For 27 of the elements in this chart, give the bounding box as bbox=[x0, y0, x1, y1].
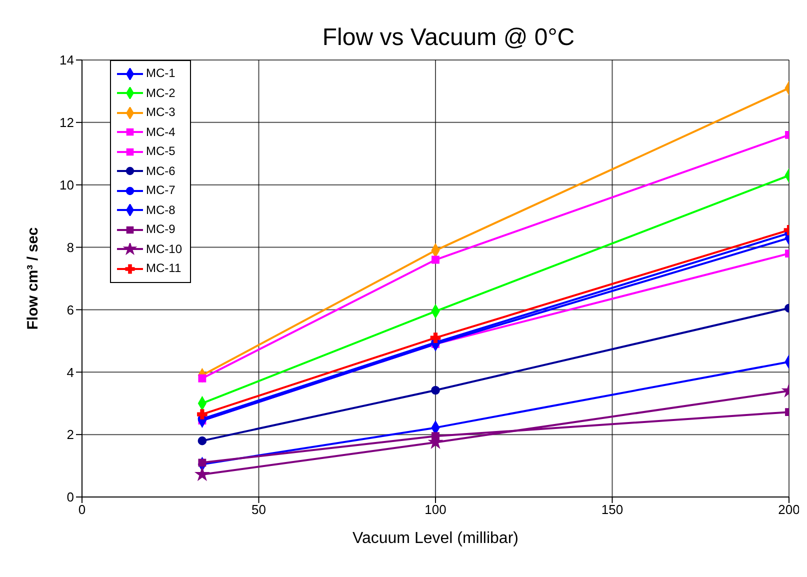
legend-label: MC-6 bbox=[146, 162, 176, 180]
y-tick-label: 6 bbox=[66, 302, 74, 318]
y-tick-label: 14 bbox=[60, 52, 74, 68]
legend-label: MC-1 bbox=[146, 65, 176, 82]
legend-label: MC-5 bbox=[146, 143, 176, 160]
x-axis-title: Vacuum Level (millibar) bbox=[352, 530, 518, 547]
chart-title: Flow vs Vacuum @ 0°C bbox=[321, 24, 576, 52]
x-tick-label: 50 bbox=[252, 502, 266, 518]
legend-label: MC-7 bbox=[146, 182, 176, 199]
y-tick-label: 0 bbox=[66, 490, 74, 505]
y-axis-title: Flow cm³ / sec bbox=[24, 227, 42, 330]
y-tick-label: 2 bbox=[66, 427, 74, 442]
legend-label: MC-11 bbox=[146, 260, 182, 277]
legend-label: MC-2 bbox=[146, 84, 176, 102]
x-tick-label: 0 bbox=[78, 502, 86, 518]
legend-label: MC-8 bbox=[146, 202, 176, 218]
legend-label: MC-9 bbox=[146, 221, 176, 238]
x-tick-label: 200 bbox=[778, 502, 800, 518]
x-tick-label: 150 bbox=[601, 502, 624, 518]
legend-label: MC-10 bbox=[146, 240, 182, 258]
y-tick-label: 4 bbox=[66, 364, 74, 380]
y-tick-label: 8 bbox=[66, 240, 74, 255]
x-tick-label: 100 bbox=[424, 502, 446, 518]
legend-label: MC-3 bbox=[146, 104, 176, 121]
y-tick-label: 10 bbox=[60, 177, 74, 192]
legend-label: MC-4 bbox=[146, 124, 176, 140]
y-tick-label: 12 bbox=[60, 115, 74, 130]
